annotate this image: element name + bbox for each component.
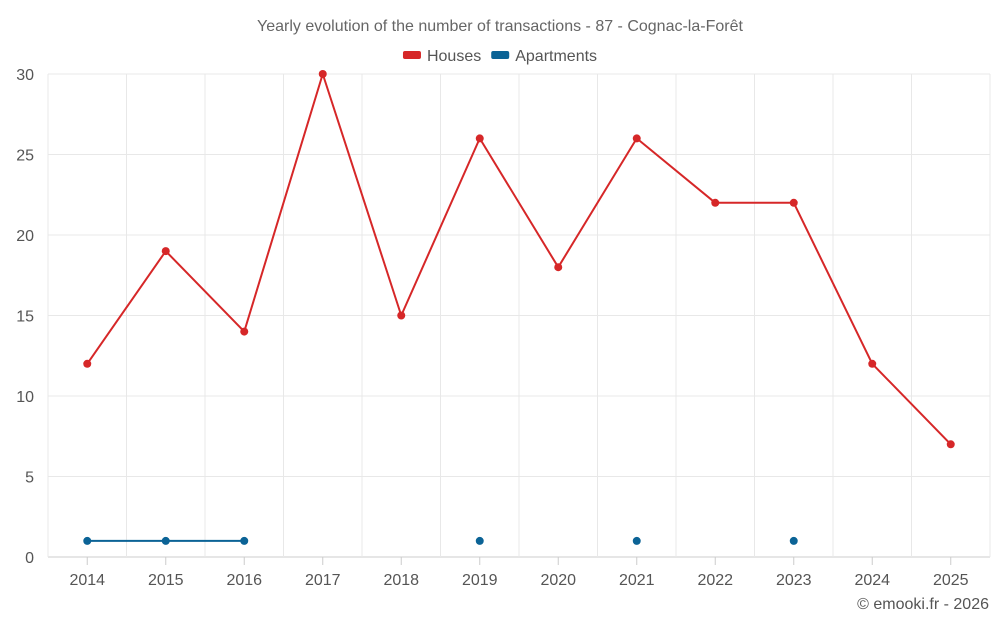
houses-point	[475, 134, 484, 143]
apartments-point	[83, 536, 92, 545]
legend-swatch-apartments	[491, 51, 510, 59]
houses-point	[161, 247, 170, 256]
x-tick-label: 2020	[540, 572, 576, 589]
legend-label-houses: Houses	[427, 48, 481, 65]
series-layer	[83, 70, 955, 545]
x-tick-label: 2014	[69, 572, 105, 589]
y-tick-label: 25	[16, 148, 34, 165]
apartments-point	[475, 536, 484, 545]
x-axis: 2014 2015 2016 2017 2018 2019 2020 2021 2022 2023…	[69, 557, 969, 589]
houses-point	[240, 327, 249, 336]
x-tick-label: 2015	[148, 572, 184, 589]
grid	[47, 73, 991, 558]
houses-point	[554, 263, 563, 272]
x-tick-label: 2025	[933, 572, 969, 589]
houses-point	[711, 198, 720, 207]
x-tick-label: 2022	[697, 572, 733, 589]
y-tick-label: 30	[16, 67, 34, 84]
legend: Houses Apartments	[402, 48, 597, 65]
apartments-point	[789, 536, 798, 545]
houses-point	[868, 359, 877, 368]
houses-point	[632, 134, 641, 143]
series-apartments	[83, 536, 798, 545]
houses-point	[946, 440, 955, 449]
credit-text: © emooki.fr - 2026	[857, 596, 989, 613]
apartments-point	[161, 536, 170, 545]
legend-swatch-houses	[402, 51, 421, 59]
y-tick-label: 0	[25, 550, 34, 567]
x-tick-label: 2021	[619, 572, 655, 589]
y-tick-label: 15	[16, 309, 34, 326]
x-tick-label: 2024	[854, 572, 890, 589]
houses-point	[83, 359, 92, 368]
houses-point	[318, 70, 327, 78]
x-tick-label: 2023	[776, 572, 812, 589]
x-tick-label: 2017	[305, 572, 341, 589]
legend-label-apartments: Apartments	[515, 48, 597, 65]
series-houses	[83, 70, 955, 449]
y-tick-label: 5	[25, 470, 34, 487]
x-tick-label: 2018	[383, 572, 419, 589]
apartments-point	[632, 536, 641, 545]
chart-title: Yearly evolution of the number of transa…	[257, 18, 743, 35]
x-tick-label: 2016	[226, 572, 262, 589]
houses-point	[397, 311, 406, 320]
houses-point	[789, 198, 798, 207]
houses-line	[86, 73, 952, 445]
y-tick-label: 10	[16, 389, 34, 406]
x-tick-label: 2019	[462, 572, 498, 589]
apartments-point	[240, 536, 249, 545]
y-tick-label: 20	[16, 228, 34, 245]
y-axis: 0 5 10 15 20 25 30	[16, 67, 34, 567]
